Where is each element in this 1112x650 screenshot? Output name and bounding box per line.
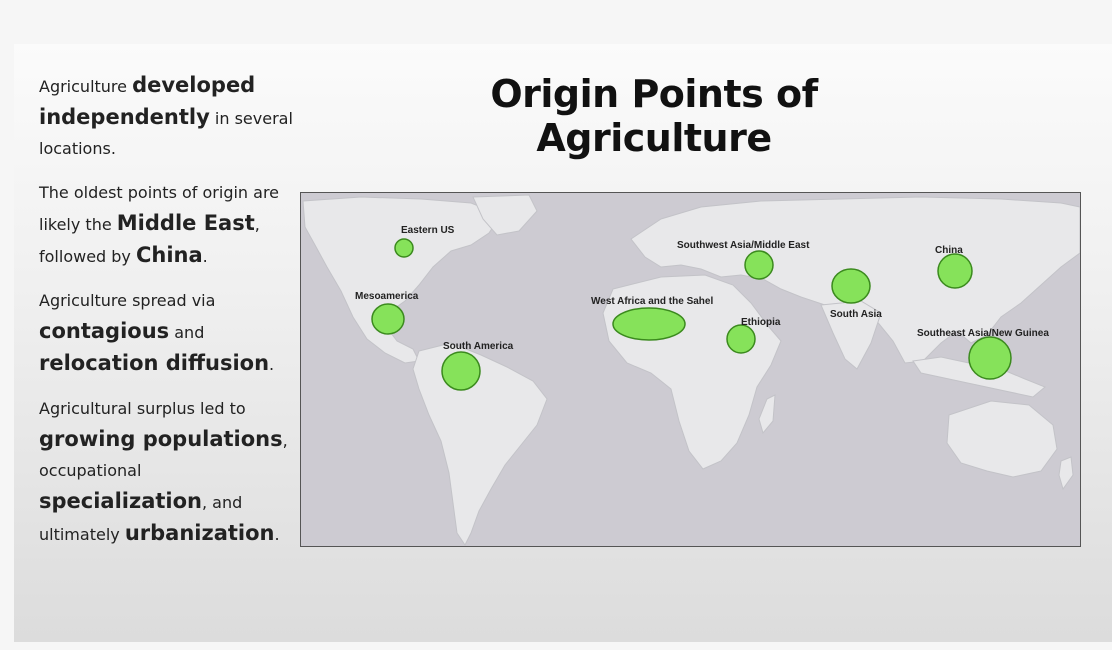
region-label: South America: [443, 341, 514, 352]
world-map: Eastern US Mesoamerica South America Wes…: [300, 192, 1081, 547]
bullet-emphasis: contagious: [39, 319, 170, 343]
bullet-text: .: [274, 525, 280, 544]
slide-title: Origin Points of Agriculture: [490, 72, 818, 160]
region-marker: [968, 336, 1012, 380]
region-marker: [831, 268, 871, 304]
world-map-svg: Eastern US Mesoamerica South America Wes…: [301, 193, 1080, 546]
region-marker: [612, 307, 686, 341]
region-label: China: [935, 245, 963, 256]
bullet-text: , and ultimately: [39, 493, 243, 544]
region-label: Mesoamerica: [355, 291, 419, 302]
australia-landmass: [946, 400, 1058, 478]
region-marker: [441, 351, 481, 391]
bullet-text: , occupational: [39, 431, 288, 480]
bullet-emphasis: China: [135, 243, 203, 267]
region-label: Southwest Asia/Middle East: [677, 240, 810, 251]
region-label: Eastern US: [401, 225, 455, 236]
bullet-paragraph: Agriculture developed independently in s…: [39, 70, 294, 164]
region-label: Ethiopia: [741, 317, 781, 328]
bullet-text: in several locations.: [39, 109, 293, 158]
madagascar-landmass: [758, 394, 776, 435]
bullet-paragraph: Agriculture spread via contagious and re…: [39, 286, 294, 380]
region-label: South Asia: [830, 309, 882, 320]
bullet-emphasis: specialization: [39, 489, 202, 513]
bullet-text: Agricultural surplus led to: [39, 399, 246, 418]
south-america-landmass: [412, 342, 548, 546]
bullet-emphasis: developed independently: [39, 73, 256, 129]
southeast-asia-islands: [912, 356, 1046, 398]
bullet-text: The oldest points of origin are likely t…: [39, 183, 280, 234]
bullet-paragraph: Agricultural surplus led to growing popu…: [39, 394, 294, 550]
region-marker: [937, 253, 973, 289]
region-marker: [371, 303, 405, 335]
greenland-landmass: [472, 194, 538, 236]
india-landmass: [820, 300, 882, 370]
bullet-emphasis: relocation diffusion: [39, 351, 270, 375]
region-marker: [394, 238, 414, 258]
bullet-list: Agriculture developed independently in s…: [39, 70, 294, 564]
bullet-paragraph: The oldest points of origin are likely t…: [39, 178, 294, 272]
bullet-emphasis: Middle East: [116, 211, 255, 235]
bullet-text: , followed by: [39, 215, 260, 266]
bullet-emphasis: urbanization: [124, 521, 275, 545]
region-marker: [744, 250, 774, 280]
region-label: West Africa and the Sahel: [591, 296, 713, 307]
region-label: Southeast Asia/New Guinea: [917, 328, 1049, 339]
region-marker: [726, 324, 756, 354]
bullet-text: Agriculture spread via: [39, 291, 216, 310]
bullet-text: .: [269, 355, 275, 374]
new-zealand-landmass: [1058, 456, 1074, 491]
bullet-text: and: [169, 323, 205, 342]
bullet-emphasis: growing populations: [39, 427, 283, 451]
bullet-text: Agriculture: [39, 77, 133, 96]
bullet-text: .: [202, 247, 208, 266]
